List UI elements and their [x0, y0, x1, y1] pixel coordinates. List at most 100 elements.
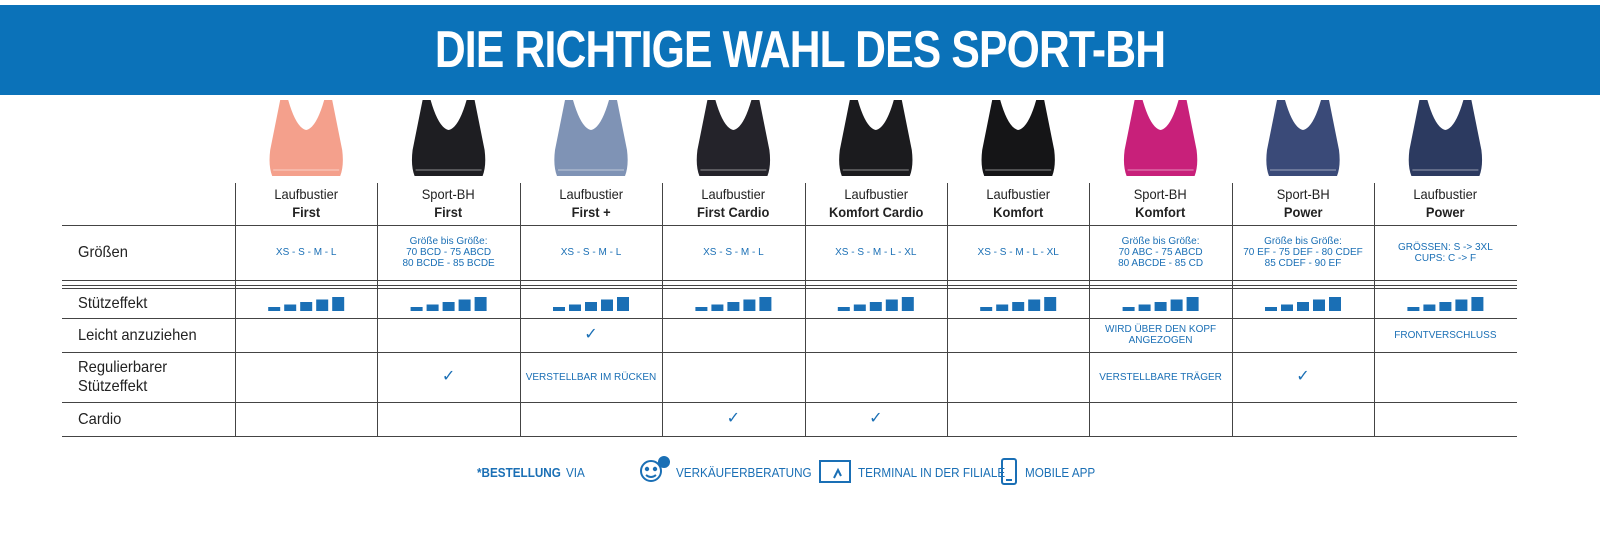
support-bar — [727, 302, 740, 311]
support-bar — [743, 299, 756, 311]
row-line — [62, 402, 1517, 403]
product-line1: Laufbustier — [1413, 186, 1478, 202]
cell-line: XS - S - M - L - XL — [977, 247, 1059, 258]
cell: XS - S - M - L — [235, 225, 377, 280]
cell: Größe bis Größe: 70 BCD - 75 ABCD 80 BCDE … — [377, 225, 519, 280]
support-bar — [1186, 297, 1199, 311]
cell-line: XS - S - M - L - XL — [835, 247, 917, 258]
cell-line: ANGEZOGEN — [1128, 335, 1193, 346]
cell-line: VERSTELLBAR IM RÜCKEN — [525, 371, 657, 383]
support-bar — [458, 299, 471, 311]
bra-shape — [269, 100, 343, 176]
support-bar — [885, 299, 898, 311]
col-line — [235, 183, 236, 436]
bra-shape — [1266, 100, 1340, 176]
cell-line: 70 BCD - 75 ABCD — [406, 247, 492, 258]
bra-shape — [1408, 100, 1483, 176]
product-image — [839, 100, 913, 176]
product-line1: Laufbustier — [274, 186, 339, 202]
product-image — [269, 100, 343, 176]
cell: XS - S - M - L — [520, 225, 662, 280]
support-bar — [1407, 307, 1420, 311]
cell-line: XS - S - M - L — [560, 247, 622, 258]
product-line2: Power — [1426, 204, 1465, 220]
cell-line: Größe bis Größe: — [1264, 236, 1342, 247]
row-label-line: Größen — [78, 244, 128, 261]
product-line2: First — [292, 204, 321, 220]
support-bar — [1012, 302, 1025, 311]
icon-phone — [1001, 458, 1017, 485]
icon-advisor — [640, 456, 670, 482]
product-line2: Power — [1283, 204, 1323, 220]
support-bar — [1154, 302, 1167, 311]
product-line2: Komfort Cardio — [828, 204, 924, 220]
bra-shape — [554, 100, 628, 176]
support-bar — [474, 297, 487, 311]
cell-line: Größe bis Größe: — [409, 236, 488, 247]
cell: Größe bis Größe: 70 ABC - 75 ABCD 80 ABCDE… — [1089, 225, 1231, 280]
cell-line: Größe bis Größe: — [1121, 236, 1200, 247]
support-bar — [316, 299, 329, 311]
product-line2: First — [434, 204, 463, 220]
cell: ✓ — [377, 352, 519, 402]
cell-line: VERSTELLBARE TRÄGER — [1099, 371, 1222, 383]
support-bar — [996, 304, 1009, 311]
row-label-line: Stützeffekt — [78, 378, 148, 395]
support-bar — [853, 304, 866, 311]
support-bar — [1297, 302, 1309, 311]
row-label: Größen — [78, 225, 233, 280]
support-bar — [617, 297, 629, 311]
support-bar — [695, 307, 708, 311]
support-bar — [1044, 297, 1057, 311]
support-bar — [426, 304, 439, 311]
row-label: Regulierbarer Stützeffekt — [78, 352, 233, 402]
product-image — [696, 100, 771, 176]
icon-terminal — [819, 460, 851, 483]
col-line — [1089, 183, 1091, 436]
col-line — [1231, 183, 1233, 436]
row-line — [62, 352, 1517, 353]
col-line — [804, 183, 806, 436]
product-line2: Komfort — [1135, 204, 1186, 220]
support-bar — [1281, 304, 1293, 311]
col-line — [662, 183, 664, 436]
cell-line: ✓ — [726, 410, 741, 427]
support-bar — [553, 307, 565, 311]
cell-line: CUPS: C -> F — [1414, 252, 1477, 264]
support-bar — [759, 297, 772, 311]
product-line1: Sport-BH — [422, 186, 476, 202]
cell-line: WIRD ÜBER DEN KOPF — [1105, 324, 1217, 335]
support-bar — [268, 307, 281, 311]
col-line — [947, 183, 948, 436]
footer-item: VERKÄUFERBERATUNG — [676, 465, 812, 480]
cell: VERSTELLBARE TRÄGER — [1089, 352, 1231, 402]
product-line1: Sport-BH — [1276, 186, 1330, 202]
support-bar — [601, 299, 613, 311]
product-line2: First + — [571, 204, 611, 220]
cell-line: ✓ — [1296, 368, 1310, 385]
cell: ✓ — [662, 402, 804, 436]
row-line — [62, 318, 1517, 319]
row-line — [62, 285, 1517, 286]
product-line2: First Cardio — [697, 204, 770, 220]
cell: XS - S - M - L — [662, 225, 804, 280]
cell-line: GRÖSSEN: S -> 3XL — [1398, 241, 1493, 253]
support-bar — [300, 302, 313, 311]
cell: Größe bis Größe: 70 EF - 75 DEF - 80 CDEF… — [1232, 225, 1374, 280]
support-bar — [442, 302, 455, 311]
product-image — [554, 100, 628, 176]
support-bar — [901, 297, 914, 311]
cell: XS - S - M - L - XL — [947, 225, 1089, 280]
cell-line: ✓ — [584, 326, 598, 343]
col-line — [1374, 183, 1376, 436]
cell: ✓ — [1232, 352, 1374, 402]
product-line1: Laufbustier — [559, 186, 623, 202]
row-label: Stützeffekt — [78, 288, 233, 318]
product-line1: Laufbustier — [701, 186, 766, 202]
support-bar — [410, 307, 423, 311]
row-label-line: Stützeffekt — [78, 294, 148, 312]
product-line1: Laufbustier — [986, 186, 1051, 202]
row-label-line: Leicht anzuziehen — [78, 326, 197, 344]
